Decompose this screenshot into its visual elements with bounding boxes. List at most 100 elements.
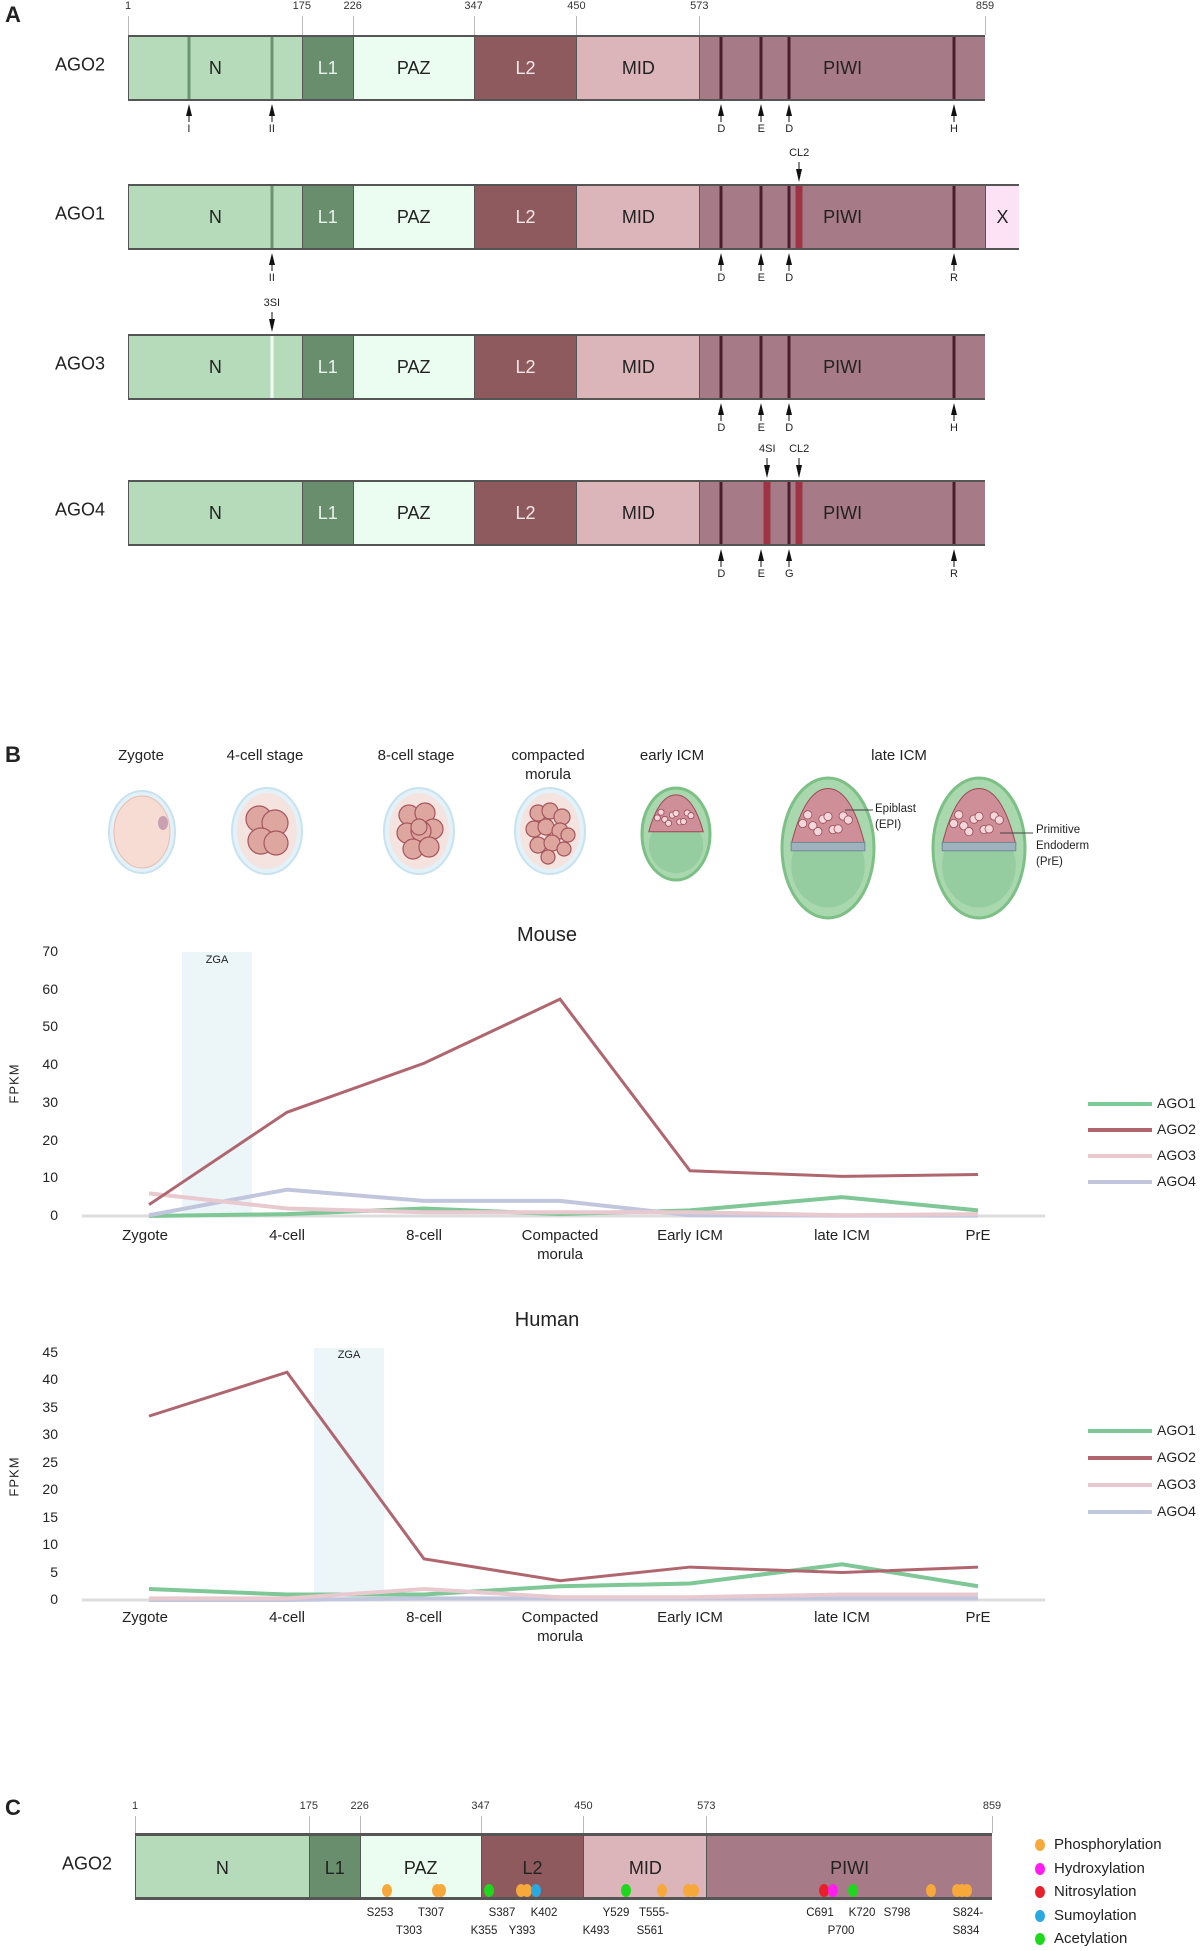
y-tick-label: 20 [42,1131,58,1148]
domain-label: N [208,206,222,227]
y-tick-label: 0 [50,1591,58,1607]
x-tick-label: 4-cell [269,1226,305,1245]
stage-label: compacted morula [511,746,584,784]
domain-piwi: PIWI [699,37,985,99]
motif-line-red [763,482,771,544]
site-label: P700 [827,1925,855,1937]
arrowhead [786,253,793,265]
site-label: S253 [366,1907,394,1919]
residue-tick-line [985,16,986,35]
x-tick-label-line: late ICM [814,1227,870,1244]
x-tick-label-line: Early ICM [657,1227,723,1244]
arrowhead-up-icon [718,253,725,271]
x-tick-label: late ICM [814,1226,870,1245]
catalytic-residue-label: G [784,568,794,580]
x-tick-label-line: 8-cell [406,1227,442,1244]
arrowhead-up-icon [951,403,958,421]
annotation-line: Epiblast [875,803,916,815]
arrowhead-up-icon [951,549,958,567]
domain-paz: PAZ [352,482,474,544]
site-label: T555- [638,1907,670,1919]
ptm-site-phosphorylation [657,1884,668,1897]
site-label: C691 [806,1907,834,1919]
y-tick-label: 70 [42,943,58,959]
blastomere [410,818,428,836]
site-label: K720 [848,1907,876,1919]
domain-piwi: PIWI [699,186,985,248]
domain-label: PIWI [823,206,863,227]
catalytic-residue-label: D [717,123,726,135]
domain-paz: PAZ [359,1836,481,1897]
ptm-site-acetylation [848,1884,859,1897]
x-tick-label: 8-cell [406,1608,442,1627]
arrowhead-up-icon [786,104,793,122]
stage-label: 4-cell stage [227,746,304,765]
y-tick-label: 30 [42,1426,58,1443]
late-icm-pre-illustration [931,776,1027,920]
catalytic-residue-label: D [717,422,726,434]
stage-label-line: 4-cell stage [226,747,304,764]
domain-label: PIWI [823,356,863,377]
domain-l2: L2 [473,482,577,544]
chart-title: Human [514,1309,580,1331]
residue-tick-label: 859 [975,0,995,12]
ptm-site-phosphorylation [515,1884,526,1897]
arrowhead-down-icon [796,458,803,478]
site-label: T303 [395,1925,423,1937]
legend-label: Acetylation [1054,1930,1128,1947]
catalytic-residue-label: D [717,272,726,284]
chart-title: Mouse [516,924,578,946]
arrowhead [185,104,192,116]
x-tick-label-line: Zygote [122,1227,168,1244]
legend-dot-nitrosylation [1035,1886,1045,1898]
site-label: T307 [417,1907,445,1919]
domain-l2: L2 [473,336,577,398]
icm-cell [823,811,833,822]
x-tick-label: Compacted morula [522,1226,599,1264]
ptm-site-phosphorylation [683,1884,694,1897]
blastomere [560,827,576,843]
ptm-site-phosphorylation [381,1884,392,1897]
legend-label: Phosphorylation [1054,1836,1162,1853]
catalytic-residue-label: D [785,422,794,434]
polar-body [158,816,168,830]
arrowhead-up-icon [786,549,793,567]
y-tick-label: 15 [42,1508,58,1525]
insertion-label: 3SI [263,297,281,309]
insertion-label: CL2 [789,443,810,455]
protein-bar-ago2: N L1 PAZ L2 MID PIWI [128,35,985,101]
domain-label: L1 [317,356,338,377]
y-tick-label: 40 [42,1371,58,1388]
primitive-endoderm-layer [790,841,866,852]
x-tick-label-line: Compacted [521,1227,599,1244]
ptm-site-acetylation [621,1884,632,1897]
x-tick-label-line: Zygote [122,1609,168,1626]
y-tick-label: 5 [50,1563,58,1580]
domain-label: N [208,356,222,377]
residue-tick-label: 226 [350,1800,369,1812]
icm-cell [843,815,853,825]
protein-bar-ago2: N L1 PAZ L2 MID PIWI [135,1833,992,1900]
y-tick-label: 45 [42,1344,58,1360]
icm-cell [959,821,969,831]
arrowhead [718,253,725,265]
arrowhead [951,403,958,415]
legend-label: AGO1 [1157,1422,1196,1438]
x-tick-label: PrE [965,1608,990,1627]
arrowhead [268,253,275,265]
domain-paz: PAZ [352,336,474,398]
protein-label-ago4: AGO4 [55,499,106,520]
blastomere [556,841,572,857]
icm-cell [665,819,672,827]
protein-bar-ago3: N L1 PAZ L2 MID PIWI [128,334,985,400]
site-label: S798 [883,1907,911,1919]
catalytic-residue-label: E [757,422,765,434]
domain-l1: L1 [301,336,353,398]
panel-c-letter: C [5,1795,21,1820]
stage-label: 8-cell stage [378,746,455,765]
stage-label: late ICM [871,746,927,765]
domain-label: PAZ [396,57,431,78]
motif-line-dark [787,186,791,248]
legend-dot-hydroxylation [1035,1862,1045,1875]
